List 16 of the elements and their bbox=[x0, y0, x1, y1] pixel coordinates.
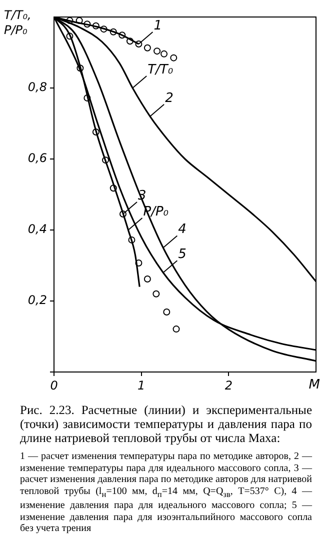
x-tick-label: 0 bbox=[50, 378, 58, 392]
y-tick-label: 0,8 bbox=[28, 80, 48, 94]
text: 1 — расчет изменения температуры пара по методике авторов, 2 — изменение температуры пара для идеального массового сопла, 3 — расчет изменения давления пара по методике авторов для натриевой тепловой трубы (l$_{н}$=100 мм, d$_{п}$=14 мм, Q=Q$_{зв}$, T=537° С), 4 — изменение давления пара для идеального массового сопла; 5 — изменение давления пара для изоэнтальпийного массового сопла без учета трения bbox=[20, 451, 312, 534]
x-tick-label: 1 bbox=[138, 378, 146, 392]
text: Рис. 2.23. Расчетные (линии) и экспериментальные (точки) зависимости температуры и давления пара по длине натриевой тепловой трубы от числа Маха: bbox=[20, 403, 312, 445]
y-tick-label: 0,4 bbox=[28, 222, 47, 236]
annotation: 4 bbox=[178, 222, 186, 238]
annotation: 2 bbox=[165, 90, 174, 106]
annotation: 5 bbox=[178, 246, 186, 262]
annotation: T/T₀ bbox=[148, 62, 174, 78]
x-axis-title: M bbox=[308, 377, 320, 392]
annotation: 1 bbox=[154, 18, 162, 34]
x-tick-label: 2 bbox=[224, 378, 232, 392]
y-tick-label: 0,2 bbox=[28, 293, 47, 308]
y-tick-label: 0,6 bbox=[28, 151, 48, 166]
y-axis-title: T/T₀, P/P₀ bbox=[4, 8, 32, 38]
